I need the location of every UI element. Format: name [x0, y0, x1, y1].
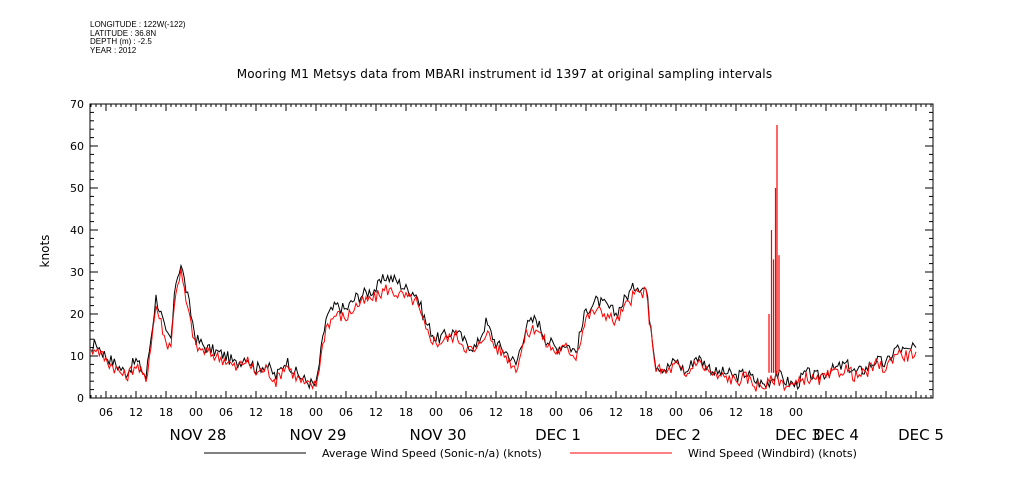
y-axis-label: knots: [38, 235, 52, 268]
legend: Average Wind Speed (Sonic-n/a) (knots) Wi…: [204, 447, 857, 460]
x-day-label: DEC 4: [813, 426, 859, 444]
longitude-label: LONGITUDE : 122W(-122): [90, 20, 186, 29]
y-tick-label: 20: [70, 308, 84, 321]
y-tick-label: 30: [70, 266, 84, 279]
x-hour-label: 12: [489, 406, 503, 419]
series-line-sonic: [91, 263, 917, 391]
legend-label-sonic: Average Wind Speed (Sonic-n/a) (knots): [322, 447, 542, 460]
x-hour-label: 12: [609, 406, 623, 419]
x-hour-label: 12: [129, 406, 143, 419]
x-hour-label: 00: [549, 406, 563, 419]
depth-label: DEPTH (m) : -2.5: [90, 37, 152, 47]
x-hour-label: 18: [279, 406, 293, 419]
metadata-block: LONGITUDE : 122W(-122) LATITUDE : 36.8N …: [90, 20, 186, 55]
x-day-label: DEC 5: [898, 426, 944, 444]
year-label: YEAR : 2012: [90, 45, 137, 55]
x-day-label: NOV 28: [170, 426, 227, 444]
series-lines: [90, 125, 917, 392]
axis-labels: 0 10 20 30 40 50 60 70 06 12 18 00 06 12 18 00 06 12 18 00 0…: [38, 98, 944, 444]
legend-label-windbird: Wind Speed (Windbird) (knots): [688, 447, 857, 460]
y-tick-label: 0: [77, 392, 84, 405]
x-hour-label: 12: [249, 406, 263, 419]
x-hour-label: 06: [219, 406, 233, 419]
y-tick-label: 70: [70, 98, 84, 111]
x-hour-label: 00: [429, 406, 443, 419]
axes: [89, 103, 934, 399]
y-tick-label: 40: [70, 224, 84, 237]
x-day-label: DEC 3: [775, 426, 821, 444]
x-hour-label: 06: [699, 406, 713, 419]
x-hour-label: 00: [789, 406, 803, 419]
chart-title: Mooring M1 Metsys data from MBARI instru…: [236, 67, 773, 81]
x-hour-label: 18: [639, 406, 653, 419]
x-hour-label: 06: [99, 406, 113, 419]
x-hour-label: 00: [669, 406, 683, 419]
x-hour-label: 18: [159, 406, 173, 419]
x-day-label: NOV 29: [290, 426, 347, 444]
x-hour-label: 18: [519, 406, 533, 419]
x-hour-label: 00: [189, 406, 203, 419]
series-line-windbird: [90, 268, 917, 392]
x-day-label: NOV 30: [410, 426, 467, 444]
x-hour-label: 18: [759, 406, 773, 419]
x-hour-label: 06: [339, 406, 353, 419]
latitude-label: LATITUDE : 36.8N: [90, 28, 157, 38]
x-hour-label: 06: [579, 406, 593, 419]
x-hour-label: 06: [459, 406, 473, 419]
y-tick-label: 60: [70, 140, 84, 153]
x-day-label: DEC 1: [535, 426, 581, 444]
x-hour-label: 00: [309, 406, 323, 419]
y-tick-label: 10: [70, 350, 84, 363]
y-tick-label: 50: [70, 182, 84, 195]
plot-frame: [89, 103, 934, 399]
x-hour-label: 18: [399, 406, 413, 419]
x-day-label: DEC 2: [655, 426, 701, 444]
x-hour-label: 12: [369, 406, 383, 419]
x-hour-label: 12: [729, 406, 743, 419]
